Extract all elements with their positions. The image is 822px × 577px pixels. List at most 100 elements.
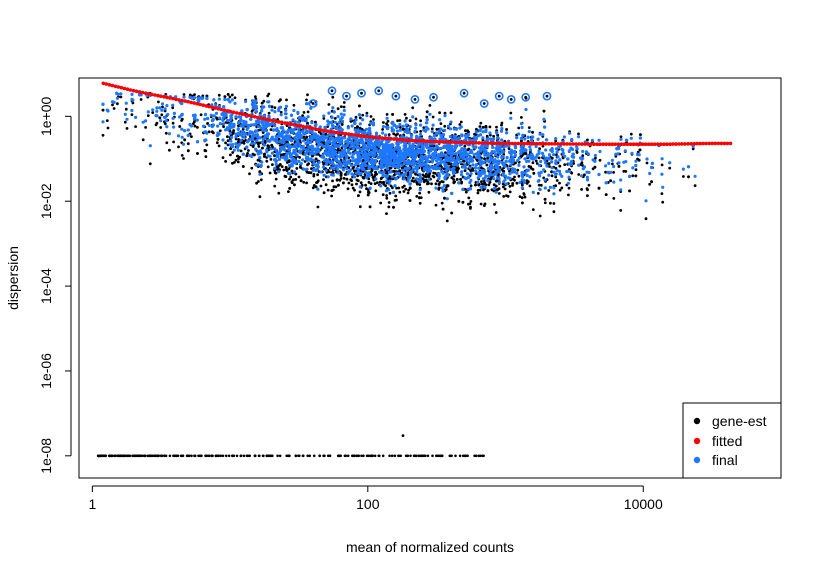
final-point — [151, 108, 155, 112]
gene-est-point — [501, 182, 505, 186]
final-point — [360, 151, 364, 155]
final-point — [134, 115, 138, 119]
gene-est-point — [356, 125, 359, 129]
gene-est-point — [358, 126, 362, 130]
final-point — [334, 157, 338, 162]
gene-est-point — [549, 201, 552, 205]
gene-est-point — [459, 178, 462, 181]
gene-est-point — [431, 174, 435, 178]
final-point — [541, 154, 546, 158]
final-point — [123, 112, 127, 116]
gene-est-point — [119, 95, 123, 99]
final-point — [264, 129, 268, 133]
final-point — [274, 134, 278, 138]
gene-est-point — [203, 149, 207, 152]
gene-est-point — [256, 141, 260, 145]
gene-est-zero-point — [265, 454, 269, 458]
final-point — [234, 135, 238, 139]
final-point — [501, 173, 505, 177]
gene-est-point — [585, 187, 589, 191]
gene-est-point — [273, 106, 277, 109]
final-point — [203, 112, 208, 116]
gene-est-point — [505, 128, 508, 131]
final-point — [528, 175, 532, 179]
gene-est-point — [517, 174, 521, 178]
final-point — [568, 131, 572, 135]
gene-est-point — [111, 103, 114, 107]
final-point — [398, 128, 402, 132]
gene-est-point — [204, 155, 208, 159]
final-point — [609, 170, 613, 174]
final-point — [263, 114, 267, 118]
final-point — [369, 121, 373, 125]
final-point — [648, 171, 652, 176]
final-point — [543, 186, 547, 190]
final-point — [428, 112, 432, 116]
gene-est-point — [248, 172, 251, 176]
gene-est-point — [270, 105, 274, 109]
final-point — [236, 127, 240, 131]
gene-est-point — [408, 199, 412, 202]
final-point — [163, 107, 167, 111]
gene-est-point — [267, 144, 270, 148]
gene-est-zero-point — [157, 454, 160, 458]
gene-est-point — [186, 142, 190, 146]
gene-est-point — [469, 200, 473, 203]
final-point — [483, 153, 487, 157]
final-point — [561, 152, 565, 156]
gene-est-point — [558, 181, 561, 185]
gene-est-point — [554, 166, 558, 170]
final-point — [425, 170, 429, 174]
final-point — [283, 112, 287, 116]
gene-est-point — [391, 113, 394, 116]
final-point — [352, 175, 357, 179]
gene-est-point — [517, 126, 521, 130]
gene-est-point — [619, 209, 623, 212]
gene-est-point — [457, 199, 461, 203]
gene-est-point — [441, 180, 445, 184]
gene-est-point — [324, 132, 328, 136]
gene-est-point — [441, 207, 445, 211]
gene-est-point — [171, 121, 175, 125]
gene-est-point — [386, 119, 390, 123]
final-point — [228, 100, 232, 104]
gene-est-point — [398, 190, 402, 194]
gene-est-point — [624, 170, 628, 173]
gene-est-zero-point — [419, 454, 422, 458]
gene-est-point — [520, 116, 523, 119]
gene-est-point — [560, 186, 564, 190]
gene-est-zero-point — [239, 454, 243, 458]
final-point — [160, 102, 165, 106]
gene-est-point — [280, 165, 284, 169]
final-point — [554, 173, 558, 177]
final-point — [542, 168, 546, 172]
final-point — [502, 145, 506, 149]
final-point — [256, 134, 260, 138]
final-point — [508, 172, 512, 176]
gene-est-point — [241, 127, 245, 131]
gene-est-point — [532, 171, 536, 175]
gene-est-outlier — [401, 434, 405, 437]
final-point — [570, 159, 574, 163]
gene-est-point — [164, 131, 168, 135]
final-point — [399, 140, 403, 144]
final-point — [232, 125, 236, 129]
gene-est-point — [604, 170, 607, 174]
final-point — [338, 160, 342, 164]
final-point — [224, 146, 228, 150]
final-point — [504, 182, 508, 186]
final-point — [180, 112, 184, 116]
final-point — [221, 138, 225, 142]
gene-est-zero-point — [235, 454, 239, 458]
final-point — [331, 173, 335, 177]
gene-est-zero-point — [193, 454, 196, 458]
final-point — [494, 190, 498, 194]
gene-est-point — [594, 156, 597, 160]
final-point — [130, 97, 134, 101]
final-point — [374, 131, 379, 136]
gene-est-point — [418, 183, 422, 187]
final-point — [619, 178, 623, 182]
gene-est-point — [273, 171, 277, 175]
final-point — [327, 152, 331, 156]
gene-est-point — [489, 177, 492, 181]
